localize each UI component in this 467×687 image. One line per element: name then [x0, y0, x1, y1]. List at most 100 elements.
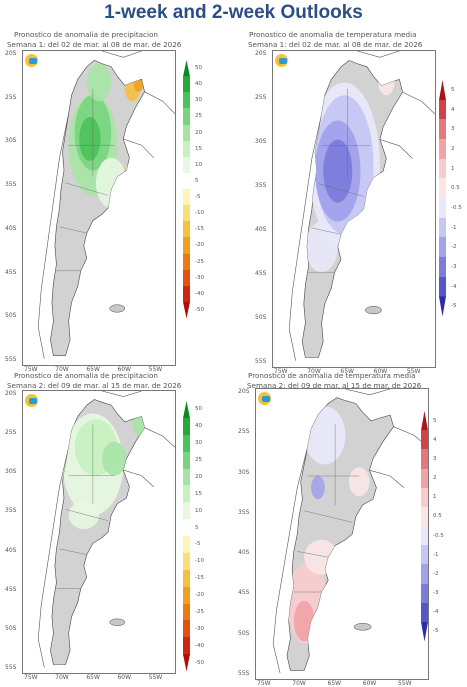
- map-canvas: [37, 51, 175, 359]
- latitude-label: 35S: [5, 181, 17, 189]
- colorbar-tick-label: 3: [451, 126, 455, 133]
- latitude-label: 30S: [5, 468, 17, 476]
- colorbar-tick-label: -15: [195, 226, 204, 233]
- latitude-label: 45S: [5, 268, 17, 276]
- colorbar-swatch: [183, 569, 190, 588]
- anomaly-shade: [311, 476, 325, 500]
- colorbar-tick-label: 20: [195, 473, 202, 480]
- colorbar-swatch: [439, 119, 446, 140]
- panel-precip-week1: Pronostico de anomalia de precipitacion …: [0, 28, 233, 373]
- colorbar-tick-label: 20: [195, 129, 202, 136]
- longitude-label: 60W: [373, 368, 388, 375]
- anomaly-shade: [305, 221, 338, 273]
- colorbar-swatch: [183, 468, 190, 486]
- colorbar-tick-label: -3: [433, 590, 439, 597]
- colorbar-swatch: [183, 205, 190, 222]
- latitude-label: 45S: [238, 589, 250, 597]
- colorbar-swatch: [183, 434, 190, 453]
- colorbar-swatch: [183, 60, 190, 77]
- colorbar-swatch: [439, 296, 446, 317]
- province-border: [59, 226, 87, 234]
- panel-title-line1: Pronostico de anomalia de temperatura me…: [249, 30, 417, 39]
- colorbar-swatch: [183, 237, 190, 254]
- colorbar-swatch: [183, 586, 190, 604]
- smn-logo-icon: [25, 54, 38, 67]
- colorbar-tick-label: -40: [195, 290, 204, 297]
- colorbar-swatch: [183, 253, 190, 271]
- colorbar-tick-label: -30: [195, 625, 204, 632]
- colorbar-tick-label: 1: [433, 494, 437, 501]
- panel-precip-week2: Pronostico de anomalia de precipitacion …: [0, 369, 233, 682]
- latitude-label: 50S: [5, 624, 17, 632]
- colorbar-tick-label: -50: [195, 659, 204, 666]
- map-canvas: [272, 389, 428, 674]
- colorbar-swatch: [421, 487, 428, 508]
- map-frame: [255, 388, 429, 680]
- colorbar-swatch: [439, 99, 446, 120]
- colorbar-swatch: [183, 108, 190, 125]
- colorbar-swatch: [183, 285, 190, 303]
- colorbar-tick-label: 30: [195, 97, 202, 104]
- page-title: 1-week and 2-week Outlooks: [104, 2, 363, 23]
- colorbar-swatch: [439, 158, 446, 179]
- malvinas-islands: [365, 306, 382, 315]
- anomaly-shade: [132, 413, 145, 437]
- longitude-label: 55W: [148, 366, 163, 373]
- longitude-label: 65W: [86, 366, 100, 373]
- colorbar-swatch: [183, 519, 190, 537]
- colorbar-tick-label: -50: [195, 306, 204, 313]
- anomaly-shade: [86, 63, 112, 102]
- country-border: [369, 469, 405, 488]
- longitude-label: 75W: [274, 368, 288, 375]
- province-border: [297, 551, 329, 558]
- latitude-label: 35S: [255, 182, 267, 189]
- colorbar-tick-label: 50: [195, 65, 202, 72]
- colorbar-tick-label: -0.5: [433, 532, 444, 539]
- latitude-label: 55S: [5, 356, 17, 363]
- colorbar-swatch: [421, 602, 428, 623]
- smn-logo-icon: [275, 54, 288, 67]
- colorbar-swatch: [183, 140, 190, 158]
- panel-title-line2: Semana 1: del 02 de mar. al 08 de mar. d…: [248, 40, 423, 49]
- colorbar-tick-label: 0.5: [433, 513, 442, 520]
- colorbar-tick-label: -40: [195, 642, 204, 649]
- colorbar-swatch: [439, 139, 446, 160]
- colorbar-swatch: [439, 257, 446, 278]
- latitude-label: 25S: [5, 429, 17, 437]
- latitude-label: 40S: [255, 226, 267, 233]
- colorbar-tick-label: 4: [433, 436, 437, 443]
- colorbar-legend: 5 4 3 2 1 0.5 -0.5 -1 -2 -3 -4 -5: [421, 411, 451, 642]
- anomaly-shade: [102, 441, 127, 476]
- colorbar-tick-label: -1: [433, 551, 439, 558]
- colorbar-swatch: [183, 401, 190, 419]
- anomaly-shade: [123, 179, 136, 199]
- colorbar-swatch: [183, 156, 190, 174]
- colorbar-swatch: [183, 221, 190, 238]
- country-border: [123, 469, 154, 488]
- anomaly-shade: [133, 79, 144, 92]
- country-border: [345, 389, 391, 396]
- latitude-label: 55S: [255, 358, 267, 365]
- colorbar-legend: 5 4 3 2 1 0.5 -0.5 -1 -2 -3 -4 -5: [439, 80, 467, 317]
- colorbar-swatch: [421, 526, 428, 546]
- latitude-label: 45S: [5, 585, 17, 593]
- latitude-label: 20S: [5, 50, 17, 57]
- colorbar-swatch: [183, 172, 190, 190]
- colorbar-swatch: [183, 417, 190, 436]
- colorbar-swatch: [439, 80, 446, 101]
- colorbar-tick-label: -25: [195, 608, 204, 615]
- longitude-label: 60W: [117, 366, 132, 373]
- latitude-label: 25S: [255, 94, 267, 101]
- panel-temp-week2: Pronostico de anomalia de temperatura me…: [234, 369, 467, 687]
- chile-coastline: [37, 113, 69, 359]
- colorbar-swatch: [183, 502, 190, 520]
- province-border: [304, 510, 353, 523]
- country-border: [379, 139, 413, 159]
- anomaly-shade: [323, 139, 353, 203]
- colorbar-swatch: [183, 485, 190, 503]
- colorbar-tick-label: 25: [195, 113, 202, 120]
- latitude-label: 25S: [238, 428, 250, 436]
- colorbar-tick-label: -1: [451, 224, 457, 231]
- colorbar-swatch: [183, 189, 190, 206]
- map-frame: [22, 50, 176, 366]
